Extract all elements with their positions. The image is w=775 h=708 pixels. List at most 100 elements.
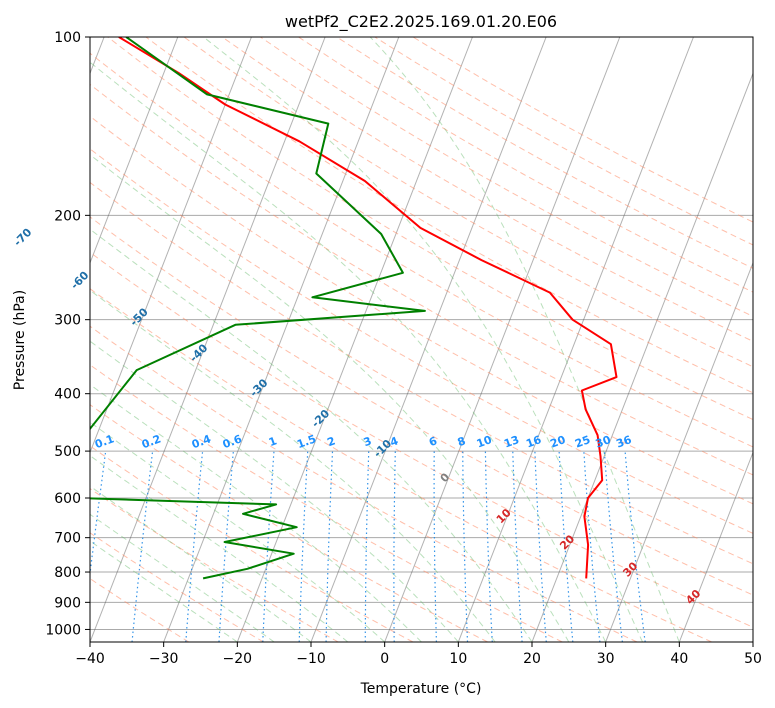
mixing-ratio-line [512,451,523,642]
moist-adiabat-line [90,540,238,642]
dry-adiabat-line [90,404,488,642]
moist-adiabat-line [90,383,422,642]
x-tick-label: −30 [149,651,179,667]
moist-adiabat-line [90,513,275,642]
dry-adiabat-line [107,37,753,421]
mixing-ratio-line [90,451,107,579]
isotherm-line [90,37,326,642]
mixing-ratio-label: 3 [362,434,374,449]
chart-title: wetPf2_C2E2.2025.169.01.20.E06 [285,12,557,32]
x-axis-title: Temperature (°C) [360,681,482,697]
mixing-ratio-line [583,451,601,642]
mixing-ratio-line [433,451,437,642]
x-tick-label: 20 [523,651,541,667]
mixing-ratio-label: 20 [549,433,568,451]
y-tick-label: 1000 [45,622,81,638]
mixing-ratio-line [185,451,204,642]
dry-adiabat-line [90,487,339,642]
x-tick-label: 30 [597,651,615,667]
mixing-ratio-label: 13 [502,433,521,450]
moist-adiabat-line [90,485,312,642]
y-tick-label: 100 [54,30,81,46]
mixing-ratio-line [131,451,154,642]
x-tick-label: −40 [75,651,105,667]
plot-frame [89,36,754,643]
dry-adiabat-line [183,37,753,368]
isotherm-line [90,37,252,454]
mixing-ratio-line [218,451,234,642]
dry-adiabat-line [90,251,753,628]
profile-lines [90,37,618,580]
mixing-ratio-line [534,451,547,642]
moist-adiabat-line [90,455,349,642]
dry-adiabat-line [90,181,753,565]
y-axis: 1000 900 800 700 600 500 400 300 200 100 [45,30,90,638]
x-tick-label: −10 [296,651,326,667]
isotherm-line [457,37,694,642]
dry-adiabat-line [90,83,753,476]
mixing-ratio-label: 0.4 [190,432,213,451]
y-tick-label: 600 [54,491,81,507]
dry-adiabat-line [90,532,264,642]
temperature-profile-line [118,37,618,579]
isotherm-line [678,451,753,642]
x-tick-label: 10 [449,651,467,667]
background-lines [90,37,753,642]
x-axis: −40 −30 −20 −10 0 10 20 30 40 50 [75,642,762,667]
mixing-ratio-label: 4 [388,434,400,449]
y-tick-label: 200 [54,208,81,224]
isotherm-line [605,261,753,642]
dry-adiabat-line [90,325,638,642]
isotherm-line [163,37,400,642]
mixing-ratio-label: 6 [427,434,439,449]
dry-adiabat-line [90,364,563,642]
mixing-ratio-line [325,451,334,642]
x-tick-label: 0 [380,651,389,667]
mixing-ratio-label: 16 [524,433,543,451]
mixing-ratio-line [364,451,370,642]
isotherm-line [531,71,753,642]
x-tick-label: 40 [670,651,688,667]
x-tick-label: 50 [744,651,762,667]
mixing-ratio-label: 1.5 [295,432,318,451]
x-tick-label: −20 [223,651,253,667]
moist-adiabat-line [90,228,533,642]
mixing-ratio-line [262,451,275,642]
mixing-ratio-label: 2 [326,434,338,449]
y-tick-label: 700 [54,531,81,547]
isotherm-line [384,37,621,642]
dry-adiabat-line [90,52,753,448]
mixing-ratio-label: 25 [573,433,592,450]
dry-adiabat-line [90,216,753,596]
y-axis-title: Pressure (hPa) [12,290,28,390]
y-tick-label: 800 [54,565,81,581]
mixing-ratio-line [624,451,646,642]
y-tick-label: 400 [54,387,81,403]
moist-adiabat-line [203,37,643,642]
isotherm-line [90,37,179,265]
mixing-ratio-line [484,451,493,642]
dry-adiabat-line [90,445,414,642]
moist-adiabat-line [90,154,570,642]
mixing-ratio-label: 0.1 [93,432,116,451]
mixing-ratio-line [298,451,309,642]
mixing-ratio-line [603,451,623,642]
moist-adiabat-line [90,421,386,642]
isotherm-line [236,37,473,642]
moist-adiabat-line [369,37,680,642]
y-tick-label: 500 [54,444,81,460]
mixing-ratio-label: 10 [475,433,494,451]
dry-adiabat-line [221,37,753,342]
mixing-ratio-line [462,451,469,642]
dewpoint-profile-line [90,37,426,580]
mixing-ratio-label: 8 [456,434,468,449]
mixing-ratio-label: 30 [594,433,613,451]
mixing-ratio-label: 0.2 [140,432,163,451]
mixing-ratio-label: 36 [614,433,633,451]
mixing-ratio-line [558,451,574,642]
moist-adiabat-line [90,289,496,642]
mixing-ratio-label: 1 [267,434,279,449]
y-tick-label: 900 [54,595,81,611]
